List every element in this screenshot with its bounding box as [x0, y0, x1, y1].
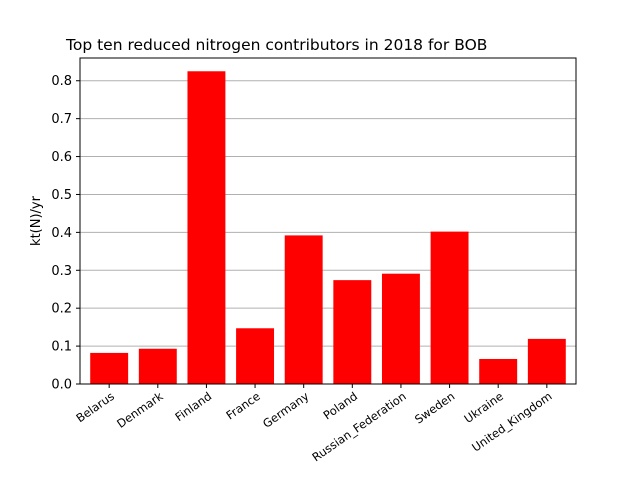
x-tick-label: Finland	[172, 389, 214, 424]
y-tick-label: 0.7	[51, 112, 72, 127]
bar-united-kingdom	[527, 338, 566, 384]
bar-germany	[284, 235, 323, 384]
y-tick-label: 0.0	[51, 378, 72, 393]
bars	[90, 71, 566, 384]
y-tick-label: 0.1	[51, 340, 72, 355]
bar-russian-federation	[381, 273, 420, 384]
grid-lines	[80, 80, 576, 347]
x-tick-label: Belarus	[73, 389, 116, 425]
x-tick-label: Poland	[321, 389, 360, 422]
chart-title: Top ten reduced nitrogen contributors in…	[65, 36, 487, 54]
x-tick-label: Germany	[260, 389, 311, 431]
plot-frame	[79, 57, 577, 385]
bar-ukraine	[479, 358, 518, 384]
bar-france	[236, 328, 275, 384]
y-tick-label: 0.5	[51, 188, 72, 203]
x-tick-label: Sweden	[412, 389, 457, 427]
x-tick-label: Denmark	[114, 389, 166, 431]
y-axis-label: kt(N)/yr	[29, 195, 44, 246]
y-axis: 0.0 0.1 0.2 0.3 0.4 0.5 0.6 0.7 0.8	[51, 74, 80, 393]
y-tick-label: 0.2	[51, 302, 72, 317]
y-tick-label: 0.6	[51, 150, 72, 165]
bar-finland	[187, 71, 226, 384]
bar-sweden	[430, 231, 469, 384]
x-tick-label: Ukraine	[461, 389, 505, 426]
x-tick-label: United_Kingdom	[469, 389, 554, 455]
x-tick-label: France	[223, 389, 262, 422]
y-tick-label: 0.8	[51, 74, 72, 89]
bar-poland	[333, 280, 372, 384]
y-tick-label: 0.4	[51, 226, 72, 241]
bar-denmark	[138, 348, 177, 384]
y-tick-label: 0.3	[51, 264, 72, 279]
bar-belarus	[90, 352, 129, 384]
